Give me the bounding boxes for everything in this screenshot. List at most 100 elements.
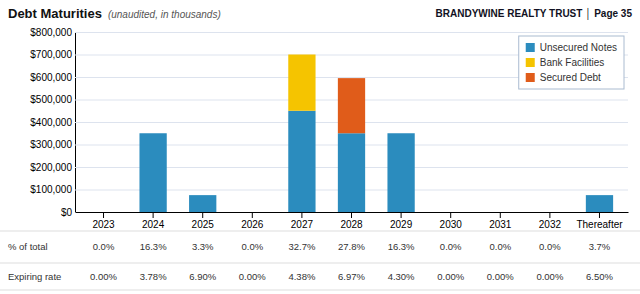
- tick-mark: [351, 212, 352, 218]
- tick-mark: [599, 212, 600, 218]
- table-rule: [0, 290, 640, 291]
- x-tick-label: 2031: [489, 219, 512, 230]
- y-tick-label: $400,000: [30, 117, 72, 128]
- bar: [338, 133, 365, 212]
- table-cell: 0.00%: [437, 271, 464, 282]
- table-cell: 32.7%: [288, 241, 315, 252]
- bar: [586, 195, 613, 196]
- x-tick-label: 2032: [539, 219, 562, 230]
- tick-mark: [450, 212, 451, 218]
- x-tick-label: 2023: [92, 219, 115, 230]
- tick-mark: [252, 212, 253, 218]
- y-tick-label: $300,000: [30, 139, 72, 150]
- legend: Unsecured Notes Bank Facilities Secured De…: [519, 36, 624, 89]
- table-rule: [0, 231, 640, 232]
- bar: [288, 55, 315, 111]
- table-cell: 16.3%: [140, 241, 167, 252]
- y-tick: $500,000: [30, 94, 628, 105]
- table-cell: 0.0%: [489, 241, 511, 252]
- table-cell: 3.3%: [192, 241, 214, 252]
- x-axis: 2023 2024 2025 2026 2027 2028 2029 2030 2031 2032…: [76, 212, 629, 230]
- tick-mark: [153, 212, 154, 218]
- table-row-label: % of total: [8, 241, 48, 252]
- legend-swatch: [526, 58, 535, 67]
- table-cell: 6.50%: [586, 271, 613, 282]
- x-tick: 2031: [489, 212, 512, 230]
- y-tick-label: $500,000: [30, 94, 72, 105]
- x-tick-label: 2027: [291, 219, 314, 230]
- bar: [90, 212, 117, 213]
- legend-swatch: [526, 43, 535, 52]
- table-cell: 0.0%: [241, 241, 263, 252]
- tick-mark: [202, 212, 203, 218]
- table-cell: 0.00%: [239, 271, 266, 282]
- table-cell: 6.97%: [338, 271, 365, 282]
- bar: [139, 133, 166, 134]
- y-tick-label: $100,000: [30, 184, 72, 195]
- table-cell: 3.7%: [589, 241, 611, 252]
- bar: [288, 54, 315, 55]
- bar: [288, 111, 315, 212]
- tick-mark: [301, 212, 302, 218]
- annotation: BRANDYWINE REALTY TRUST │ Page 35: [436, 7, 633, 21]
- y-tick: $100,000: [30, 184, 628, 195]
- table-cell: 0.00%: [90, 271, 117, 282]
- legend-item: Bank Facilities: [526, 57, 604, 68]
- legend-label: Unsecured Notes: [540, 42, 617, 53]
- bar: [487, 212, 514, 213]
- bar: [189, 195, 216, 196]
- bar-series: [338, 78, 365, 133]
- bar: [437, 212, 464, 213]
- bar: [387, 133, 414, 134]
- tick-mark: [401, 212, 402, 218]
- tick-mark: [549, 212, 550, 218]
- y-tick: $400,000: [30, 117, 628, 128]
- plot: $0$100,000$200,000$300,000$400,000$500,0…: [30, 27, 628, 230]
- x-tick-label: Thereafter: [576, 219, 623, 230]
- bar: [189, 195, 216, 212]
- x-tick-label: 2025: [192, 219, 215, 230]
- bar: [437, 212, 464, 213]
- x-tick-label: 2026: [241, 219, 264, 230]
- table-cell: 0.0%: [539, 241, 561, 252]
- table-row-label: Expiring rate: [8, 271, 61, 282]
- x-tick: 2030: [440, 212, 463, 230]
- bar: [387, 133, 414, 212]
- x-tick-label: 2024: [142, 219, 165, 230]
- y-tick-label: $800,000: [30, 27, 72, 38]
- bar: [487, 212, 514, 213]
- legend-label: Secured Debt: [540, 72, 601, 83]
- x-tick: Thereafter: [576, 212, 623, 230]
- bar: [536, 212, 563, 213]
- table-cell: 16.3%: [388, 241, 415, 252]
- x-tick: 2023: [92, 212, 115, 230]
- x-tick: 2026: [241, 212, 264, 230]
- legend-box: [519, 36, 624, 89]
- tick-mark: [103, 212, 104, 218]
- bar: [586, 195, 613, 196]
- x-tick: 2029: [390, 212, 413, 230]
- x-tick: 2024: [142, 212, 165, 230]
- table-cell: 4.38%: [288, 271, 315, 282]
- table-cell: 3.78%: [140, 271, 167, 282]
- bar: [139, 133, 166, 134]
- x-tick-label: 2030: [440, 219, 463, 230]
- bar: [90, 212, 117, 213]
- table-cell: 4.30%: [388, 271, 415, 282]
- x-tick-label: 2028: [340, 219, 363, 230]
- bar-series: [139, 111, 613, 212]
- y-tick-label: $200,000: [30, 162, 72, 173]
- x-tick: 2028: [340, 212, 363, 230]
- table-cell: 6.90%: [189, 271, 216, 282]
- bar: [586, 195, 613, 212]
- bars: [139, 55, 613, 213]
- table-cell: 0.0%: [440, 241, 462, 252]
- bar: [437, 212, 464, 213]
- title: Debt Maturities: [8, 6, 102, 21]
- bar: [387, 133, 414, 134]
- bar-series: [288, 55, 315, 111]
- grid-line: [75, 32, 628, 33]
- table-cell: 0.00%: [536, 271, 563, 282]
- tick-mark: [500, 212, 501, 218]
- bar: [90, 212, 117, 213]
